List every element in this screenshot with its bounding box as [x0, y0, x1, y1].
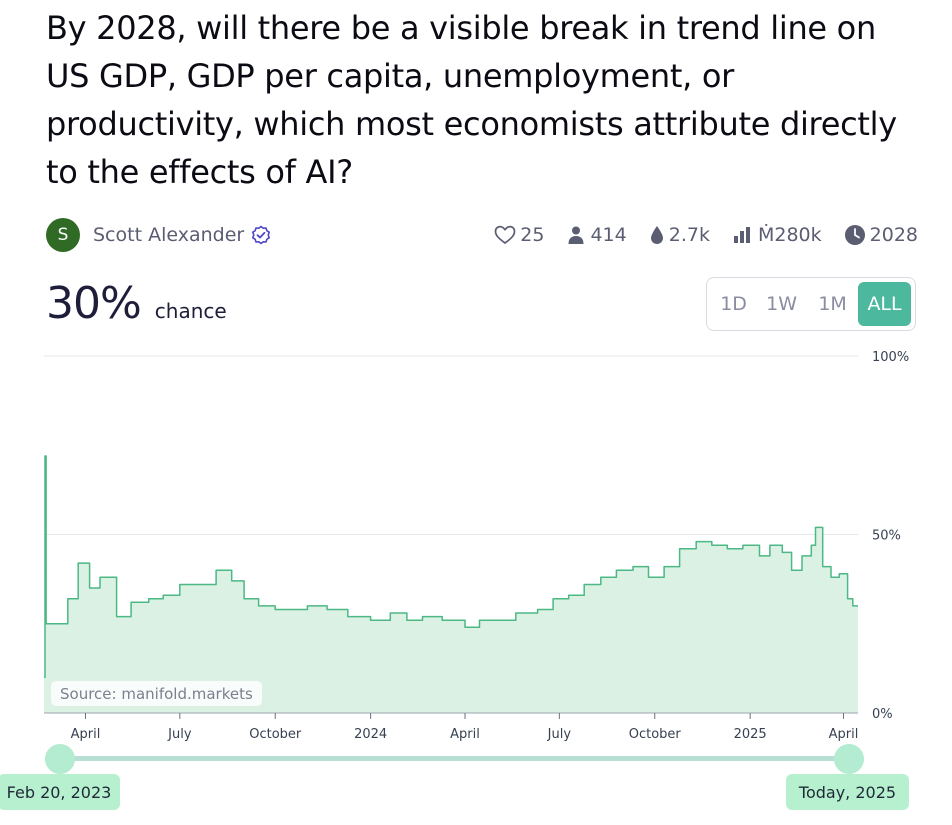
liquidity-amount: 2.7k [668, 224, 710, 246]
source-label: Source: manifold.markets [51, 681, 262, 706]
x-tick-label: April [71, 727, 101, 742]
traders-count: 414 [590, 224, 627, 246]
probability-line [44, 455, 858, 679]
date-range-slider-track[interactable] [60, 756, 848, 761]
range-1d-button[interactable]: 1D [720, 293, 747, 315]
y-tick-label: 100% [872, 350, 909, 365]
y-tick-label: 0% [872, 707, 893, 722]
slider-end-date: Today, 2025 [786, 774, 909, 810]
user-icon [568, 226, 584, 244]
y-tick-label: 50% [872, 529, 901, 544]
likes-count: 25 [520, 224, 545, 246]
probability-area [44, 456, 858, 713]
x-tick-label: October [629, 727, 682, 742]
volume-stat[interactable]: Ṁ280k [732, 224, 822, 246]
slider-start-handle[interactable] [45, 744, 75, 774]
heart-icon [494, 225, 516, 245]
time-range-selector: 1D 1W 1M ALL [706, 277, 916, 331]
slider-end-handle[interactable] [834, 744, 864, 774]
x-tick-label: April [829, 727, 859, 742]
author-avatar[interactable]: S [46, 218, 80, 252]
volume-amount: Ṁ280k [757, 224, 822, 246]
x-tick-label: July [547, 727, 572, 742]
slider-start-date: Feb 20, 2023 [0, 774, 120, 810]
probability-value: 30% [46, 278, 142, 329]
x-tick-label: October [249, 727, 302, 742]
x-tick-label: 2024 [354, 727, 387, 742]
clock-icon [844, 225, 865, 245]
probability-chart[interactable]: April July October 2024 April July October 2025… [0, 340, 952, 745]
likes-stat[interactable]: 25 [494, 224, 544, 246]
traders-stat[interactable]: 414 [566, 224, 627, 246]
x-tick-label: 2025 [734, 727, 767, 742]
market-stats: 25 414 2.7k Ṁ280k 2028 [472, 217, 918, 253]
close-year: 2028 [869, 224, 918, 246]
range-all-button[interactable]: ALL [858, 282, 911, 326]
x-tick-label: July [167, 727, 192, 742]
droplet-icon [650, 226, 663, 244]
x-tick-label: April [450, 727, 480, 742]
author-row: S Scott Alexander [46, 217, 271, 253]
close-date-stat[interactable]: 2028 [844, 224, 918, 246]
bar-chart-icon [733, 227, 750, 243]
verified-badge-icon [251, 225, 271, 245]
question-title: By 2028, will there be a visible break i… [46, 9, 897, 191]
liquidity-stat[interactable]: 2.7k [649, 224, 710, 246]
range-1w-button[interactable]: 1W [766, 293, 798, 315]
author-name[interactable]: Scott Alexander [93, 224, 245, 246]
probability-label: chance [154, 299, 227, 323]
probability-display: 30% chance [46, 278, 227, 329]
range-1m-button[interactable]: 1M [818, 293, 847, 315]
